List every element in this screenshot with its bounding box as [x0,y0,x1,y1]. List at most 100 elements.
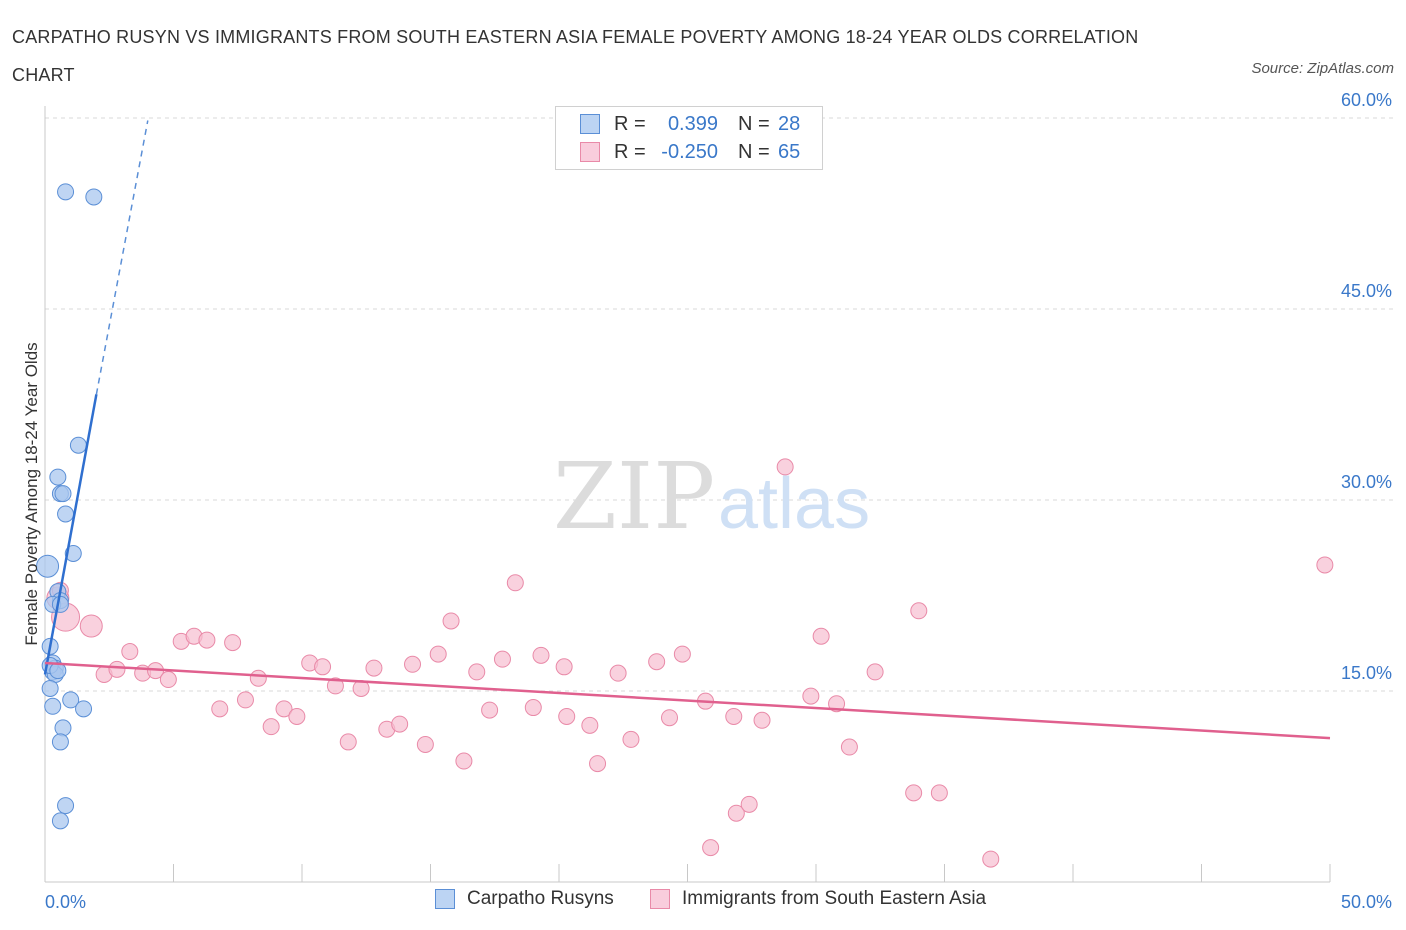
legend-swatch-pink [650,889,670,909]
data-point-immigrants [555,658,573,676]
legend-r-value: 0.399 [667,112,718,135]
legend-r-label: R = [614,140,646,163]
data-point-carpatho [36,554,60,578]
data-point-carpatho [51,595,69,613]
data-point-immigrants [866,663,884,681]
data-point-immigrants [429,645,447,663]
data-point-carpatho [57,505,75,523]
data-point-immigrants [224,634,242,652]
data-point-carpatho [75,700,93,718]
data-point-carpatho [57,797,75,815]
legend-item-immigrants[interactable]: Immigrants from South Eastern Asia [650,888,986,910]
x-tick-label: 0.0% [45,892,86,912]
data-point-immigrants [828,695,846,713]
legend-swatch-blue [435,889,455,909]
y-tick-label: 15.0% [1341,663,1392,683]
legend-label-carpatho: Carpatho Rusyns [467,888,614,909]
data-point-immigrants [391,715,409,733]
data-point-immigrants [404,655,422,673]
data-point-immigrants [506,574,524,592]
data-point-immigrants [79,614,103,638]
legend-n-label: N = [738,140,770,163]
data-point-immigrants [581,716,599,734]
data-point-immigrants [661,709,679,727]
legend-n-label: N = [738,112,770,135]
data-point-immigrants [812,627,830,645]
legend-swatch-pink [580,142,600,162]
data-point-immigrants [589,755,607,773]
data-point-immigrants [622,730,640,748]
trend-lines [43,120,1331,740]
data-point-carpatho [51,733,69,751]
data-point-immigrants [648,653,666,671]
data-point-immigrants [558,707,576,725]
data-point-immigrants [455,752,473,770]
watermark-atlas: atlas [718,464,870,544]
source-label: Source: ZipAtlas.com [1251,60,1394,77]
legend-row-immigrants: R = -0.250 N = 65 [580,139,800,165]
trend-line-carpatho [43,394,98,675]
data-point-immigrants [802,687,820,705]
data-point-immigrants [776,458,794,476]
series-carpatho-points [36,183,103,830]
data-point-immigrants [288,707,306,725]
data-point-carpatho [69,436,87,454]
grid-lines [45,117,1395,692]
data-point-immigrants [673,645,691,663]
data-point-immigrants [481,701,499,719]
legend-n-value: 28 [778,112,801,135]
trend-line-carpatho-extension [95,120,149,395]
watermark-zip: ZIP [553,443,715,550]
data-point-immigrants [840,738,858,756]
tick-labels: 15.0% 30.0% 45.0% 60.0% 0.0% 50.0% [45,90,1392,912]
data-point-immigrants [609,664,627,682]
axes [44,106,1331,883]
data-point-immigrants [930,784,948,802]
legend-n-value: 65 [778,140,801,163]
data-point-carpatho [44,697,62,715]
data-point-immigrants [753,711,771,729]
legend-r-label: R = [614,112,646,135]
data-point-immigrants [493,650,511,668]
legend-item-carpatho[interactable]: Carpatho Rusyns [435,888,614,910]
trend-line-immigrants [44,661,1331,740]
data-point-immigrants [532,646,550,664]
data-point-immigrants [702,839,720,857]
chart-title: CARPATHO RUSYN VS IMMIGRANTS FROM SOUTH … [12,27,1139,85]
data-point-carpatho [41,679,59,697]
y-tick-label: 45.0% [1341,281,1392,301]
data-point-carpatho [64,544,82,562]
data-point-immigrants [442,612,460,630]
data-point-immigrants [905,784,923,802]
y-axis-label: Female Poverty Among 18-24 Year Olds [22,342,41,645]
data-point-immigrants [262,718,280,736]
data-point-immigrants [211,700,229,718]
legend-row-carpatho: R = 0.399 N = 28 [580,111,800,137]
data-point-immigrants [108,660,126,678]
x-tick-label: 50.0% [1341,892,1392,912]
data-point-immigrants [727,804,745,822]
data-point-immigrants [910,602,928,620]
data-point-immigrants [339,733,357,751]
series-legend: Carpatho Rusyns Immigrants from South Ea… [0,888,1406,916]
legend-r-value: -0.250 [661,140,718,163]
data-point-immigrants [365,659,383,677]
y-tick-label: 30.0% [1341,472,1392,492]
data-point-immigrants [198,631,216,649]
data-point-immigrants [416,735,434,753]
data-point-carpatho [51,812,69,830]
data-point-immigrants [314,658,332,676]
data-point-immigrants [468,663,486,681]
legend-label-immigrants: Immigrants from South Eastern Asia [682,888,987,909]
correlation-legend: R = 0.399 N = 28 R = -0.250 N = 65 [555,106,823,170]
data-point-immigrants [982,850,1000,868]
data-point-carpatho [54,485,72,503]
data-point-carpatho [62,691,80,709]
data-point-immigrants [1316,556,1334,574]
data-point-carpatho [85,188,103,206]
data-point-immigrants [249,669,267,687]
data-point-immigrants [159,671,177,689]
legend-swatch-blue [580,114,600,134]
data-point-immigrants [524,699,542,717]
